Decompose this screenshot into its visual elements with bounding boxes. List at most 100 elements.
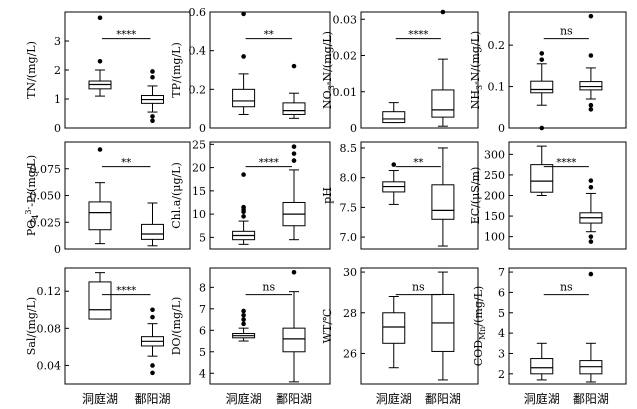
- outlier-point: [97, 59, 103, 64]
- panel-frame: [360, 141, 479, 250]
- box-dongting: [382, 295, 406, 369]
- panel-1: 0 1 2 3 TN/(mg/L) ****: [25, 11, 191, 135]
- outlier-point: [291, 151, 297, 156]
- significance-label: **: [413, 158, 423, 169]
- outlier-point: [97, 147, 103, 152]
- panel-4: 0 0.1 0.2 NH3-N/(mg/L) ns: [469, 11, 627, 135]
- y-tick-label: 7: [199, 303, 206, 316]
- outlier-point: [97, 15, 103, 21]
- outlier-point: [291, 158, 297, 163]
- y-tick-label: 0.04: [37, 359, 62, 372]
- y-axis-label: EC/(μS/m): [469, 167, 482, 225]
- y-tick-label: 0.6: [189, 6, 207, 19]
- y-tick-label: 0: [54, 122, 61, 135]
- y-axis-label: PO43--P/(mg/L): [24, 155, 40, 236]
- panel-frame: [209, 141, 331, 250]
- outlier-point: [539, 125, 545, 131]
- iqr-box: [88, 201, 112, 231]
- y-tick-label: 25: [192, 138, 206, 151]
- significance-label: ns: [560, 25, 573, 38]
- outlier-point: [291, 269, 297, 275]
- outlier-point: [588, 184, 594, 190]
- y-tick-label: 2: [54, 64, 61, 77]
- y-tick-label: 0.075: [30, 163, 62, 176]
- panel-11: 26 28 30 WT/℃ ns 洞庭湖 鄱阳湖: [321, 266, 479, 406]
- y-tick-label: 150: [484, 210, 505, 223]
- box-dongting: [530, 51, 554, 131]
- outlier-point: [291, 144, 297, 149]
- outlier-point: [241, 172, 246, 177]
- outlier-point: [588, 102, 594, 108]
- y-tick-label: 4: [199, 367, 206, 380]
- y-tick-label: 0: [350, 122, 357, 135]
- outlier-point: [241, 308, 246, 314]
- outlier-point: [588, 107, 594, 112]
- iqr-box: [141, 223, 164, 240]
- y-tick-label: 5: [199, 346, 206, 359]
- x-category-label: 洞庭湖: [226, 391, 262, 406]
- x-category-label: 洞庭湖: [82, 391, 118, 406]
- iqr-box: [88, 281, 112, 320]
- y-tick-label: 2: [498, 368, 505, 381]
- y-tick-label: 0.025: [30, 216, 62, 229]
- y-tick-label: 0: [199, 122, 206, 135]
- y-tick-label: 15: [192, 185, 206, 198]
- significance-label: **: [121, 158, 131, 169]
- y-tick-label: 0.2: [189, 83, 207, 96]
- box-poyang: [282, 269, 306, 383]
- outlier-point: [241, 54, 246, 59]
- outlier-point: [588, 13, 594, 19]
- y-tick-label: 5: [199, 231, 206, 244]
- outlier-point: [150, 363, 155, 368]
- y-tick-label: 0.4: [189, 45, 207, 58]
- outlier-point: [539, 57, 545, 62]
- y-tick-label: 0: [498, 122, 505, 135]
- outlier-point: [150, 118, 155, 124]
- outlier-point: [150, 370, 155, 376]
- significance-label: ns: [262, 281, 275, 294]
- box-dongting: [88, 147, 112, 245]
- y-tick-label: 8.0: [340, 172, 358, 185]
- iqr-box: [530, 80, 554, 94]
- iqr-box: [232, 88, 256, 108]
- y-tick-label: 0.050: [30, 190, 62, 203]
- iqr-box: [431, 89, 455, 118]
- y-axis-label: TP/(mg/L): [170, 42, 183, 98]
- x-category-label: 鄱阳湖: [425, 391, 461, 406]
- iqr-box: [282, 327, 306, 353]
- outlier-point: [391, 162, 397, 167]
- panel-frame: [360, 11, 479, 129]
- box-dongting: [530, 145, 554, 196]
- x-category-label: 洞庭湖: [376, 391, 412, 406]
- significance-label: ****: [116, 30, 136, 41]
- y-tick-label: 10: [192, 208, 206, 221]
- significance-label: ****: [408, 30, 428, 41]
- panel-2: 0 0.2 0.4 0.6 TP/(mg/L) **: [170, 6, 331, 135]
- box-poyang: [282, 63, 306, 119]
- box-poyang: [431, 9, 455, 127]
- outlier-point: [588, 239, 594, 244]
- iqr-box: [282, 102, 306, 115]
- y-axis-label: WT/℃: [321, 309, 334, 344]
- iqr-box: [530, 358, 554, 375]
- significance-label: **: [264, 30, 274, 41]
- y-tick-label: 3: [498, 347, 505, 360]
- outlier-point: [150, 114, 155, 119]
- panel-frame: [209, 11, 331, 129]
- y-tick-label: 6: [498, 286, 505, 299]
- outlier-point: [241, 312, 246, 318]
- y-tick-label: 7: [498, 266, 505, 279]
- panel-frame: [508, 11, 627, 129]
- y-tick-label: 7.5: [340, 201, 358, 214]
- outlier-point: [539, 51, 545, 56]
- box-dongting: [232, 11, 256, 115]
- outlier-point: [241, 214, 246, 219]
- outlier-point: [150, 74, 155, 80]
- y-axis-label: pH: [321, 187, 334, 204]
- y-axis-label: NO3-N/(mg/L): [321, 31, 336, 109]
- panel-3: 0 0.01 0.02 0.03 NO3-N/(mg/L) ****: [321, 9, 479, 135]
